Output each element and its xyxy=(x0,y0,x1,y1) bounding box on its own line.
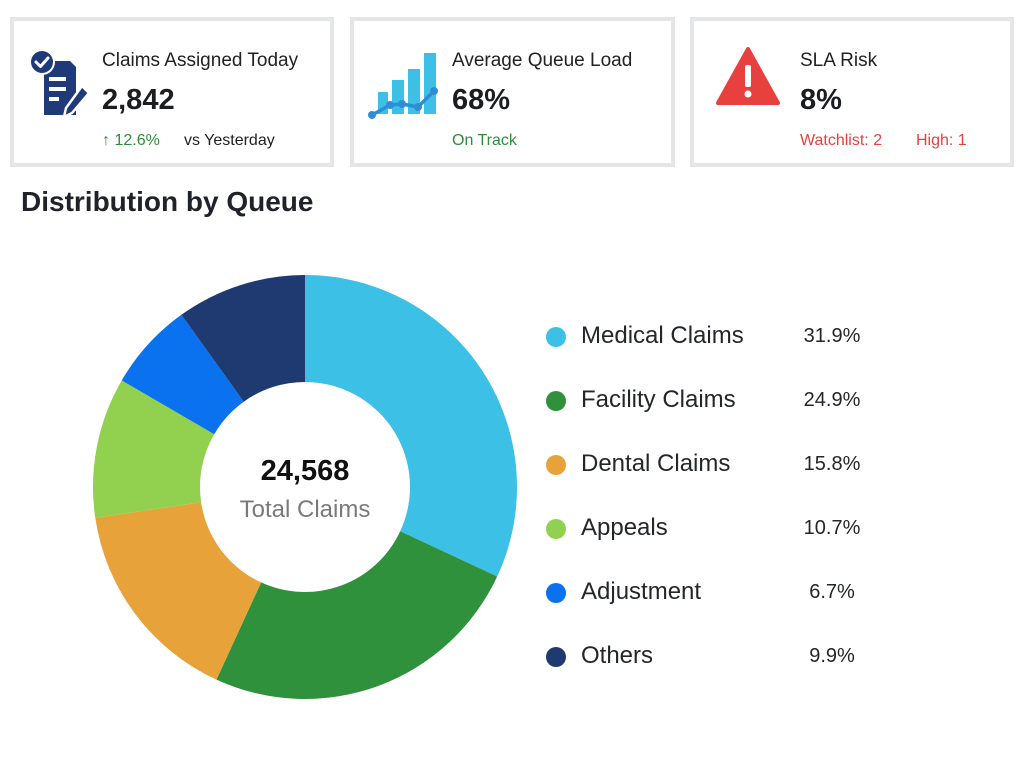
legend-label: Appeals xyxy=(581,514,668,541)
kpi-title: Average Queue Load xyxy=(452,50,633,71)
legend-item-medical-claims[interactable]: Medical Claims 31.9% xyxy=(546,322,886,352)
legend-percent: 10.7% xyxy=(803,517,861,539)
kpi-comparison: vs Yesterday xyxy=(184,132,275,149)
donut-slice-medical-claims[interactable] xyxy=(305,275,517,577)
legend-percent: 6.7% xyxy=(809,581,855,603)
kpi-card-claims-assigned: Claims Assigned Today 2,842 ↑ 12.6% vs Y… xyxy=(10,17,334,167)
legend-label: Facility Claims xyxy=(581,386,736,413)
kpi-change: ↑ 12.6% xyxy=(102,132,160,149)
legend-item-appeals[interactable]: Appeals 10.7% xyxy=(546,514,886,544)
legend-label: Adjustment xyxy=(581,578,702,605)
kpi-title: SLA Risk xyxy=(800,50,878,71)
legend-item-facility-claims[interactable]: Facility Claims 24.9% xyxy=(546,386,886,416)
legend-dot xyxy=(546,647,566,667)
donut-chart xyxy=(93,275,517,699)
legend-percent: 31.9% xyxy=(803,325,861,347)
legend-item-others[interactable]: Others 9.9% xyxy=(546,642,886,672)
bar-line-chart-icon xyxy=(368,53,438,119)
kpi-value: 8% xyxy=(800,84,842,116)
warning-triangle-icon xyxy=(716,47,780,105)
clipboard-check-pen-icon xyxy=(29,49,91,120)
legend-label: Dental Claims xyxy=(581,450,731,477)
section-title: Distribution by Queue xyxy=(21,186,314,217)
donut-slice-others[interactable] xyxy=(181,275,305,402)
legend-item-adjustment[interactable]: Adjustment 6.7% xyxy=(546,578,886,608)
legend-dot xyxy=(546,391,566,411)
kpi-watchlist: Watchlist: 2 xyxy=(800,132,883,149)
legend-dot xyxy=(546,455,566,475)
kpi-card-sla-risk: SLA Risk 8% Watchlist: 2 High: 1 xyxy=(690,17,1014,167)
donut-slice-appeals[interactable] xyxy=(93,380,215,518)
kpi-high: High: 1 xyxy=(916,132,967,149)
legend-dot xyxy=(546,327,566,347)
kpi-card-queue-load: Average Queue Load 68% On Track xyxy=(350,17,675,167)
legend-label: Others xyxy=(581,642,654,669)
donut-center-label: Total Claims xyxy=(239,496,371,523)
legend-dot xyxy=(546,583,566,603)
kpi-value: 2,842 xyxy=(102,84,175,116)
donut-slice-facility-claims[interactable] xyxy=(216,531,498,699)
legend-percent: 9.9% xyxy=(809,645,855,667)
kpi-title: Claims Assigned Today xyxy=(102,50,299,71)
legend-label: Medical Claims xyxy=(581,322,744,349)
legend-percent: 15.8% xyxy=(803,453,861,475)
donut-slice-dental-claims[interactable] xyxy=(95,502,262,680)
legend-percent: 24.9% xyxy=(803,389,861,411)
legend-item-dental-claims[interactable]: Dental Claims 15.8% xyxy=(546,450,886,480)
donut-slice-adjustment[interactable] xyxy=(121,314,244,435)
kpi-value: 68% xyxy=(452,84,511,116)
donut-center-value: 24,568 xyxy=(260,455,350,487)
legend-dot xyxy=(546,519,566,539)
kpi-status: On Track xyxy=(452,132,517,149)
